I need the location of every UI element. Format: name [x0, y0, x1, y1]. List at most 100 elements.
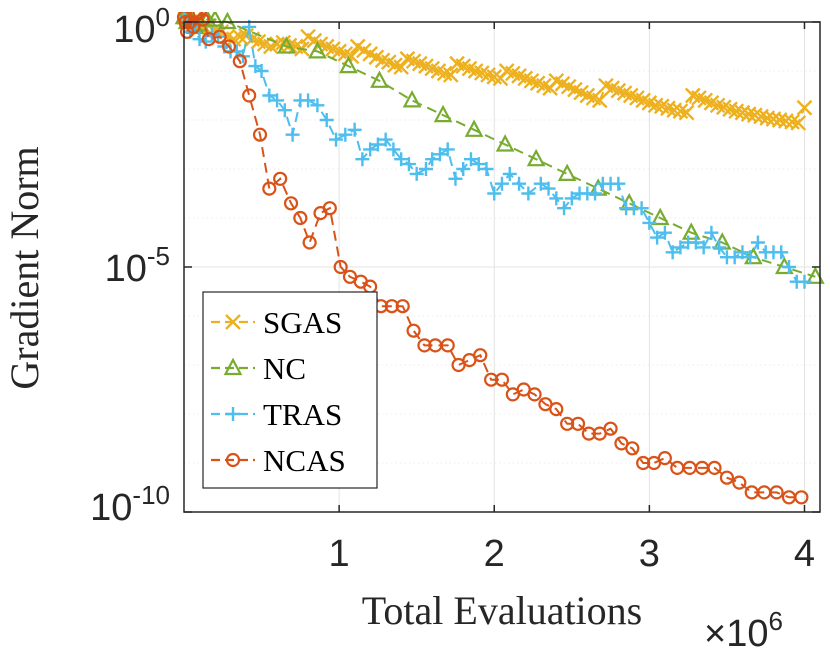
- data-point-tras: [781, 260, 796, 274]
- data-point-tras: [254, 64, 269, 78]
- x-tick-label: 1: [329, 533, 350, 575]
- data-point-tras: [533, 176, 548, 191]
- y-tick-label: 100: [113, 2, 170, 51]
- data-point-sgas: [666, 102, 683, 119]
- data-point-ncas: [769, 485, 784, 500]
- data-point-tras: [521, 186, 536, 201]
- data-point-ncas: [262, 181, 277, 196]
- data-point-sgas: [765, 111, 782, 127]
- data-point-ncas: [232, 54, 247, 69]
- data-point-ncas: [732, 475, 747, 490]
- y-tick-base: 10: [105, 248, 147, 290]
- data-point-tras: [418, 162, 433, 176]
- data-point-sgas: [678, 104, 695, 121]
- data-point-sgas: [759, 110, 776, 126]
- data-point-tras: [329, 132, 344, 147]
- data-point-nc: [557, 163, 577, 181]
- data-point-tras: [696, 240, 711, 255]
- data-point-tras: [797, 274, 812, 289]
- legend-label: SGAS: [263, 305, 342, 340]
- x-multiplier-base: ×10: [704, 613, 768, 651]
- data-point-tras: [750, 235, 765, 250]
- data-point-tras: [564, 191, 579, 206]
- data-point-ncas: [570, 416, 586, 431]
- data-point-tras: [588, 186, 603, 201]
- data-point-ncas: [384, 299, 399, 314]
- data-point-tras: [378, 132, 393, 147]
- data-point-nc: [681, 222, 701, 240]
- data-point-sgas: [796, 99, 813, 116]
- y-tick-label: 10-5: [105, 241, 170, 290]
- data-point-tras: [192, 32, 207, 47]
- data-point-ncas: [195, 12, 210, 27]
- data-point-tras: [355, 152, 370, 167]
- data-point-tras: [463, 152, 478, 167]
- data-point-ncas: [242, 88, 257, 103]
- data-point-tras: [541, 181, 556, 196]
- legend-label: NC: [263, 351, 306, 386]
- data-point-tras: [743, 250, 758, 265]
- data-point-tras: [285, 127, 300, 142]
- data-point-tras: [310, 98, 325, 113]
- data-point-tras: [456, 162, 471, 176]
- x-multiplier: ×106: [704, 606, 783, 651]
- data-point-ncas: [484, 372, 499, 387]
- data-point-ncas: [625, 441, 640, 456]
- data-point-tras: [471, 157, 486, 172]
- legend-label: TRAS: [263, 397, 342, 432]
- data-point-nc: [806, 266, 825, 284]
- data-point-tras: [409, 166, 424, 181]
- data-point-tras: [774, 245, 789, 260]
- data-point-tras: [495, 176, 509, 191]
- data-point-nc: [218, 12, 237, 30]
- data-point-sgas: [231, 28, 248, 45]
- x-tick-label: 2: [484, 533, 505, 575]
- data-point-sgas: [778, 113, 794, 129]
- x-tick-label: 4: [794, 533, 815, 575]
- data-point-ncas: [212, 29, 227, 44]
- data-point-sgas: [790, 115, 807, 131]
- data-point-ncas: [283, 196, 299, 211]
- data-point-tras: [657, 225, 672, 240]
- data-point-tras: [712, 240, 727, 255]
- data-point-nc: [526, 148, 546, 167]
- y-tick-label: 10-10: [90, 480, 170, 529]
- data-point-tras: [432, 147, 447, 162]
- series-ncas: [176, 12, 809, 505]
- data-point-tras: [502, 166, 517, 181]
- data-point-ncas: [333, 259, 348, 275]
- data-point-tras: [673, 240, 688, 255]
- data-point-ncas: [221, 39, 237, 54]
- data-point-sgas: [740, 106, 757, 122]
- data-point-tras: [650, 230, 665, 245]
- data-point-ncas: [302, 235, 317, 250]
- data-point-ncas: [560, 416, 575, 431]
- data-point-sgas: [393, 59, 410, 75]
- legend-marker: [225, 452, 241, 468]
- data-point-ncas: [794, 490, 809, 505]
- data-point-tras: [262, 88, 277, 103]
- y-tick-exponent: -10: [132, 480, 170, 510]
- data-point-nc: [464, 119, 484, 137]
- legend-item-ncas: NCAS: [211, 443, 346, 478]
- data-point-tras: [319, 113, 334, 127]
- data-point-tras: [347, 122, 362, 137]
- data-point-nc: [402, 90, 422, 108]
- data-point-tras: [401, 157, 416, 172]
- legend-item-sgas: SGAS: [211, 305, 342, 340]
- data-point-ncas: [440, 338, 455, 353]
- data-point-ncas: [192, 12, 207, 20]
- data-point-nc: [495, 134, 515, 152]
- data-point-tras: [440, 142, 455, 157]
- data-point-tras: [557, 201, 572, 216]
- legend-item-nc: NC: [211, 351, 306, 386]
- data-point-sgas: [647, 97, 664, 114]
- data-point-tras: [448, 171, 463, 186]
- data-point-tras: [549, 191, 564, 206]
- data-point-sgas: [442, 67, 459, 83]
- data-point-sgas: [771, 112, 788, 128]
- data-point-ncas: [293, 210, 308, 226]
- legend-label: NCAS: [263, 443, 346, 478]
